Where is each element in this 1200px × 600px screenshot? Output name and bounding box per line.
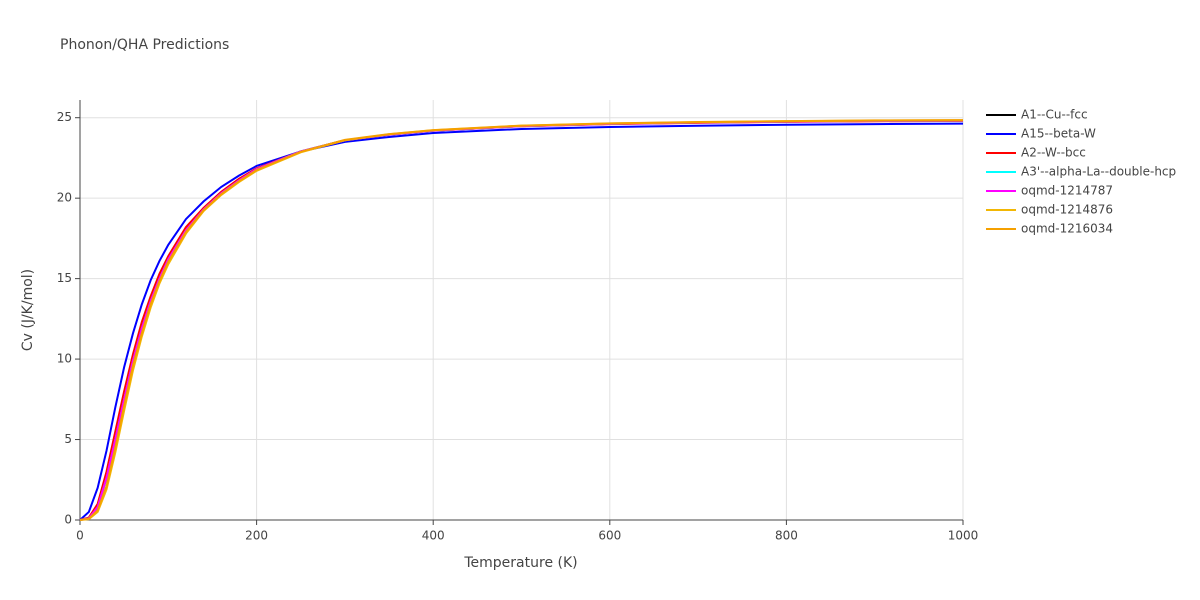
x-tick-label: 1000 [948, 529, 979, 543]
chart-title: Phonon/QHA Predictions [60, 37, 229, 53]
x-tick-label: 800 [775, 529, 798, 543]
legend-label: oqmd-1214876 [1021, 203, 1113, 217]
x-tick-label: 400 [422, 529, 445, 543]
line [79, 119, 964, 521]
y-tick-label: 10 [57, 352, 72, 366]
line [79, 119, 964, 521]
legend-label: A1--Cu--fcc [1021, 108, 1088, 122]
legend-label: A3'--alpha-La--double-hcp [1021, 165, 1176, 179]
x-axis-title: Temperature (K) [463, 555, 577, 571]
y-tick-label: 25 [57, 110, 72, 124]
line [79, 119, 964, 521]
line [79, 119, 964, 521]
y-axis-title: Cv (J/K/mol) [20, 269, 36, 351]
legend-label: oqmd-1214787 [1021, 184, 1113, 198]
legend-label: oqmd-1216034 [1021, 222, 1113, 236]
y-tick-label: 5 [64, 432, 72, 446]
line [79, 122, 964, 521]
legend-label: A15--beta-W [1021, 127, 1096, 141]
x-tick-label: 200 [245, 529, 268, 543]
line [79, 119, 964, 521]
legend-label: A2--W--bcc [1021, 146, 1086, 160]
y-tick-label: 0 [64, 513, 72, 527]
x-tick-label: 600 [598, 529, 621, 543]
y-tick-label: 20 [57, 191, 72, 205]
y-tick-label: 15 [57, 271, 72, 285]
line [79, 119, 964, 521]
x-tick-label: 0 [76, 529, 84, 543]
